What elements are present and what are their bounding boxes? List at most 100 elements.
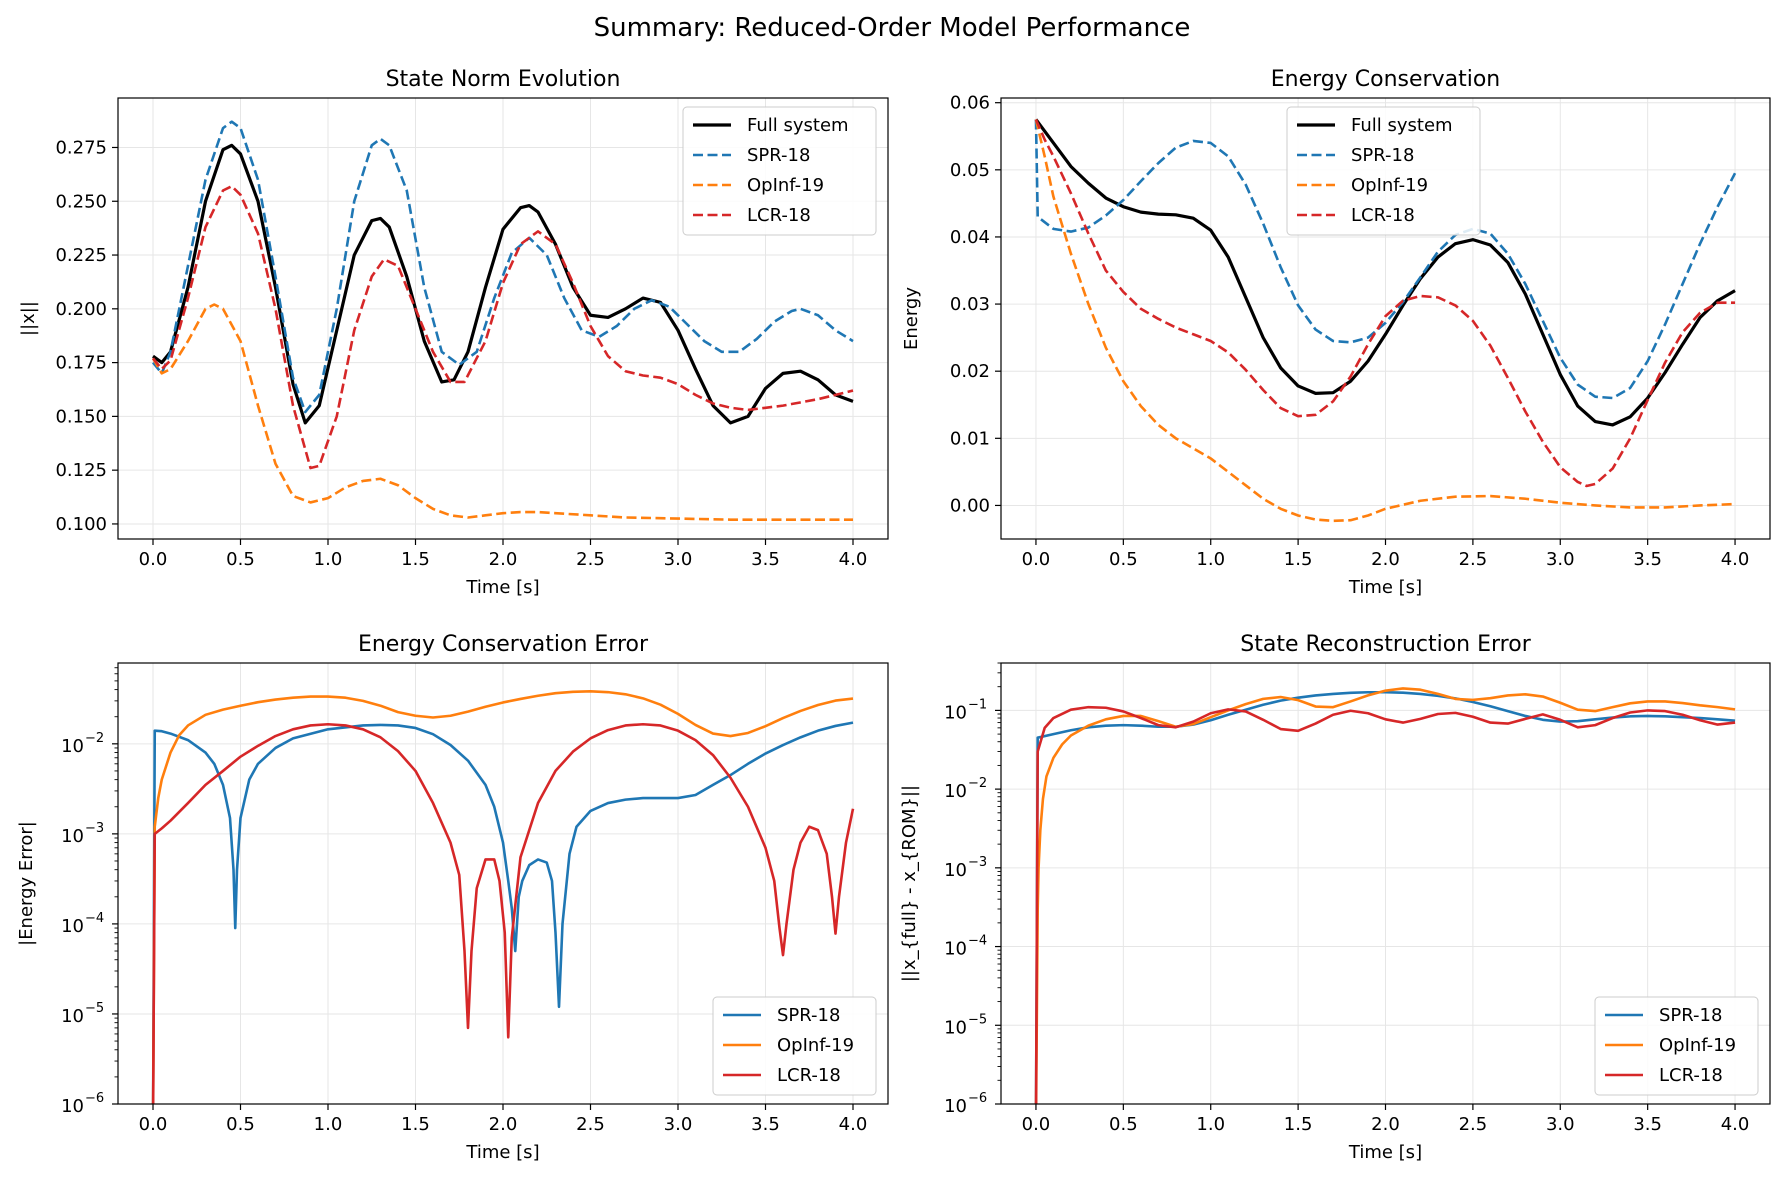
y-tick-exponent: −2: [85, 731, 104, 746]
y-axis-label: ||x||: [18, 301, 39, 336]
y-axis-label: Energy: [901, 287, 922, 350]
legend-label: Full system: [747, 115, 849, 136]
y-tick-label: 0.00: [950, 495, 990, 516]
series-line-spr-18: [151, 721, 854, 1104]
y-tick-exponent: −2: [968, 776, 987, 791]
x-tick-label: 3.5: [1633, 1114, 1662, 1135]
legend-label: SPR-18: [1351, 145, 1414, 166]
series-line-opinf-19: [1034, 687, 1736, 1104]
x-tick-label: 3.5: [751, 549, 780, 570]
y-tick-label: 0.05: [950, 160, 990, 181]
legend-label: LCR-18: [777, 1065, 841, 1086]
legend: SPR-18 OpInf-19 LCR-18: [1594, 996, 1759, 1096]
legend-label: SPR-18: [1659, 1005, 1722, 1026]
x-axis-label: Time [s]: [1348, 577, 1422, 598]
series-line-lcr-18: [1034, 118, 1736, 488]
x-tick-label: 3.0: [664, 549, 693, 570]
x-axis-label: Time [s]: [465, 1142, 539, 1163]
y-tick-label: 10: [61, 1096, 84, 1117]
legend-label: SPR-18: [777, 1005, 840, 1026]
y-tick-exponent: −3: [968, 855, 987, 870]
x-tick-label: 2.0: [1371, 549, 1400, 570]
y-tick-exponent: −6: [85, 1091, 104, 1106]
y-tick-exponent: −5: [968, 1012, 987, 1027]
x-tick-label: 3.0: [1546, 1114, 1575, 1135]
legend-box: [682, 106, 877, 236]
y-tick-label: 0.175: [55, 353, 107, 374]
chart-title: Energy Conservation Error: [358, 632, 649, 657]
y-tick-label: 0.02: [950, 361, 990, 382]
grid: [118, 98, 888, 539]
x-tick-label: 2.5: [1459, 549, 1488, 570]
legend-label: OpInf-19: [747, 175, 824, 196]
legend-label: LCR-18: [1659, 1065, 1723, 1086]
x-tick-label: 1.5: [1284, 549, 1313, 570]
x-tick-label: 0.0: [139, 549, 168, 570]
x-tick-label: 2.5: [576, 549, 605, 570]
x-tick-label: 3.5: [1633, 549, 1662, 570]
y-axis-label: |Energy Error|: [16, 821, 37, 946]
x-axis-label: Time [s]: [465, 577, 539, 598]
y-tick-label: 0.150: [55, 406, 107, 427]
y-tick-label: 0.01: [950, 428, 990, 449]
x-tick-label: 2.0: [489, 549, 518, 570]
series-line-lcr-18: [1034, 705, 1736, 1104]
y-tick-label: 0.03: [950, 294, 990, 315]
y-tick-label: 10: [944, 781, 967, 802]
y-tick-label: 10: [61, 826, 84, 847]
figure-title: Summary: Reduced-Order Model Performance: [594, 13, 1191, 43]
x-tick-label: 3.0: [664, 1114, 693, 1135]
x-tick-label: 2.0: [1371, 1114, 1400, 1135]
chart-title: State Norm Evolution: [386, 67, 621, 92]
legend-box: [1594, 996, 1759, 1096]
legend-label: OpInf-19: [1659, 1035, 1736, 1056]
plot-area: [1034, 118, 1737, 523]
y-tick-label: 10: [61, 916, 84, 937]
y-tick-label: 0.125: [55, 460, 107, 481]
series-line-full-system: [1034, 118, 1736, 427]
x-tick-label: 1.5: [1284, 1114, 1313, 1135]
legend-label: Full system: [1351, 115, 1453, 136]
plot-area: [151, 690, 855, 1104]
x-tick-label: 4.0: [1721, 1114, 1750, 1135]
y-tick-label: 0.225: [55, 245, 107, 266]
x-tick-label: 2.5: [576, 1114, 605, 1135]
series-line-opinf-19: [151, 690, 854, 1104]
chart-panel-3: 0.0 0.5 1.0 1.5 2.0 2.5 3.0 3.5 4.010 −610 −510 −41…: [16, 632, 889, 1163]
chart-panel-1: 0.0 0.5 1.0 1.5 2.0 2.5 3.0 3.5 4.0 0.100 0.125 0.1…: [18, 67, 889, 598]
y-tick-label: 10: [944, 939, 967, 960]
x-tick-label: 0.5: [226, 1114, 255, 1135]
y-tick-exponent: −4: [85, 911, 104, 926]
x-tick-label: 4.0: [1721, 549, 1750, 570]
y-tick-exponent: −5: [85, 1001, 104, 1016]
y-tick-exponent: −1: [968, 697, 987, 712]
series-line-lcr-18: [151, 184, 854, 470]
x-axis-label: Time [s]: [1348, 1142, 1422, 1163]
chart-title: State Reconstruction Error: [1240, 632, 1531, 657]
legend-box: [712, 996, 877, 1096]
y-axis-label: ||x_{full} - x_{ROM}||: [899, 785, 920, 982]
chart-panel-2: 0.0 0.5 1.0 1.5 2.0 2.5 3.0 3.5 4.0 0.00 0.01 0.02 0…: [901, 67, 1771, 598]
series-line-opinf-19: [1034, 119, 1736, 523]
y-tick-label: 10: [61, 1006, 84, 1027]
plot-area: [151, 120, 854, 521]
x-tick-label: 1.5: [401, 1114, 430, 1135]
x-tick-label: 1.0: [314, 549, 343, 570]
x-tick-label: 0.0: [1022, 549, 1051, 570]
legend: SPR-18 OpInf-19 LCR-18: [712, 996, 877, 1096]
legend-label: LCR-18: [747, 205, 811, 226]
chart-title: Energy Conservation: [1271, 67, 1500, 92]
y-tick-label: 10: [944, 860, 967, 881]
legend: Full system SPR-18 OpInf-19 LCR-18: [682, 106, 877, 236]
legend: Full system SPR-18 OpInf-19 LCR-18: [1286, 106, 1481, 236]
x-tick-label: 1.0: [1196, 1114, 1225, 1135]
legend-label: LCR-18: [1351, 205, 1415, 226]
y-tick-label: 10: [944, 702, 967, 723]
y-tick-exponent: −6: [968, 1091, 987, 1106]
x-tick-label: 2.0: [489, 1114, 518, 1135]
y-tick-exponent: −3: [85, 821, 104, 836]
y-tick-label: 0.100: [55, 514, 107, 535]
series-line-full-system: [152, 143, 854, 425]
y-tick-label: 0.250: [55, 191, 107, 212]
